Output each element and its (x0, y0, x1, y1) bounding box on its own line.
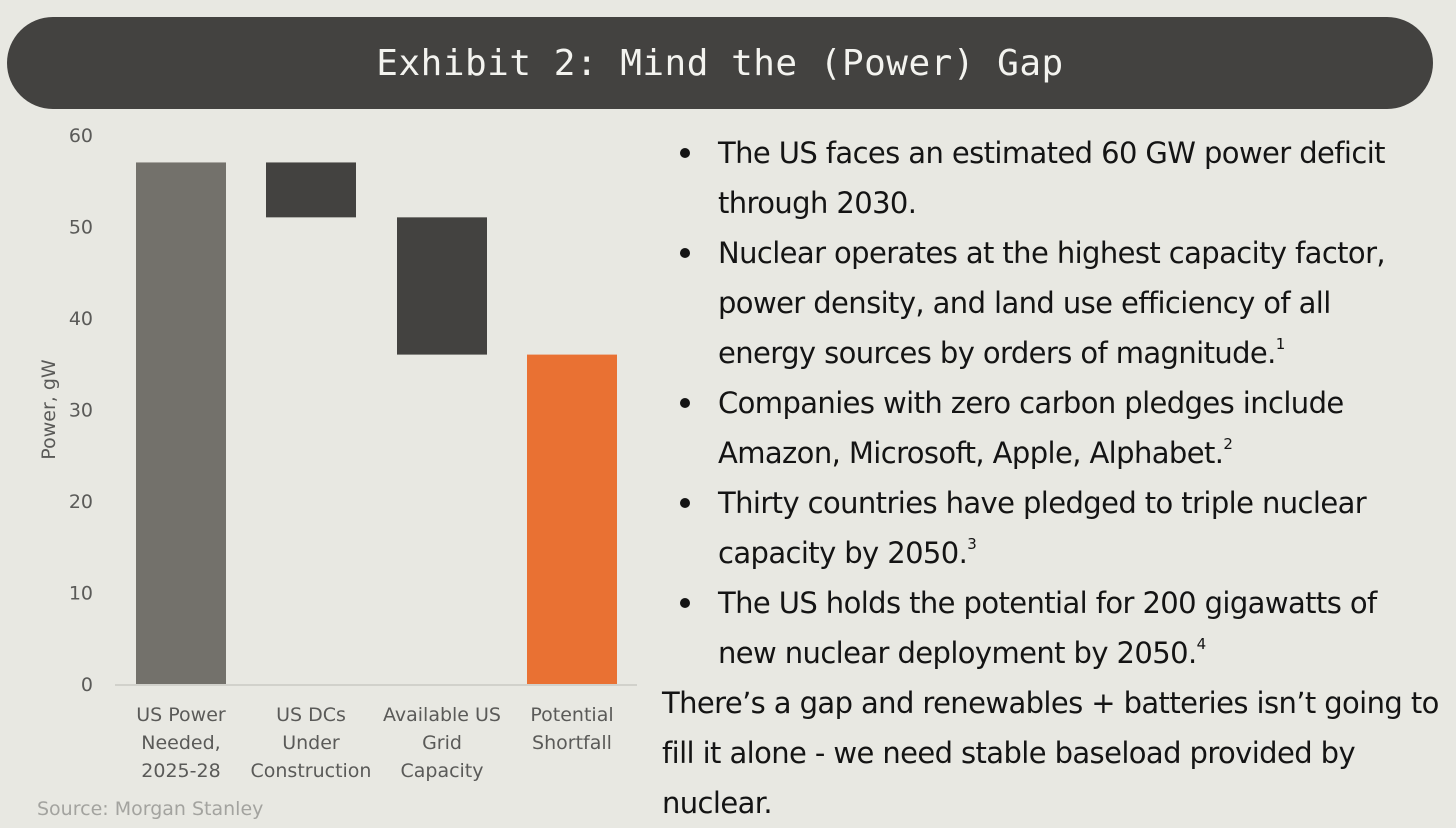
bullet-dot-icon (680, 398, 690, 408)
y-tick-label: 20 (69, 491, 93, 513)
bar-4 (527, 354, 617, 684)
bar-2 (266, 162, 356, 218)
category-label: Available US Grid Capacity (383, 704, 501, 782)
bar-3 (397, 217, 487, 355)
bullet-item: Companies with zero carbon pledges inclu… (676, 378, 1436, 478)
y-tick-label: 40 (69, 308, 93, 330)
category-label: US Power Needed, 2025-28 (136, 704, 226, 782)
bullet-text: The US holds the potential for 200 gigaw… (718, 586, 1377, 670)
bar-1 (136, 162, 226, 684)
footnote-ref: 4 (1196, 635, 1207, 653)
bullet-dot-icon (680, 248, 690, 258)
footnote-ref: 1 (1275, 335, 1286, 353)
bullet-dot-icon (680, 498, 690, 508)
y-tick-label: 50 (69, 217, 93, 239)
footnote-ref: 2 (1223, 435, 1233, 453)
waterfall-chart: 0 10 20 30 40 50 60 Power, gW US Power Needed, 202… (38, 125, 637, 782)
bullet-dot-icon (680, 598, 690, 608)
footnote-ref: 3 (967, 535, 977, 553)
title-banner: Exhibit 2: Mind the (Power) Gap (7, 17, 1433, 109)
y-tick-label: 0 (81, 674, 93, 696)
bullet-item: The US faces an estimated 60 GW power de… (676, 128, 1436, 228)
y-tick-label: 60 (69, 125, 93, 147)
bullet-dot-icon (680, 148, 690, 158)
category-label: US DCs Under Construction (251, 704, 372, 782)
bullet-item: The US holds the potential for 200 gigaw… (676, 578, 1436, 678)
bullet-item: Thirty countries have pledged to triple … (676, 478, 1436, 578)
bullet-item: Nuclear operates at the highest capacity… (676, 228, 1436, 378)
bullet-text: Companies with zero carbon pledges inclu… (718, 386, 1344, 470)
bullet-list: The US faces an estimated 60 GW power de… (676, 128, 1436, 678)
closing-statement: There’s a gap and renewables + batteries… (662, 686, 1439, 820)
y-tick-label: 10 (69, 583, 93, 605)
bullet-text: The US faces an estimated 60 GW power de… (718, 136, 1386, 220)
bullet-text: Nuclear operates at the highest capacity… (718, 236, 1386, 370)
bullet-text: Thirty countries have pledged to triple … (718, 486, 1367, 570)
y-tick-label: 30 (69, 400, 93, 422)
category-label: Potential Shortfall (530, 704, 613, 754)
y-axis-label: Power, gW (38, 359, 60, 460)
exhibit-title: Exhibit 2: Mind the (Power) Gap (376, 42, 1064, 84)
source-note: Source: Morgan Stanley (37, 798, 264, 820)
